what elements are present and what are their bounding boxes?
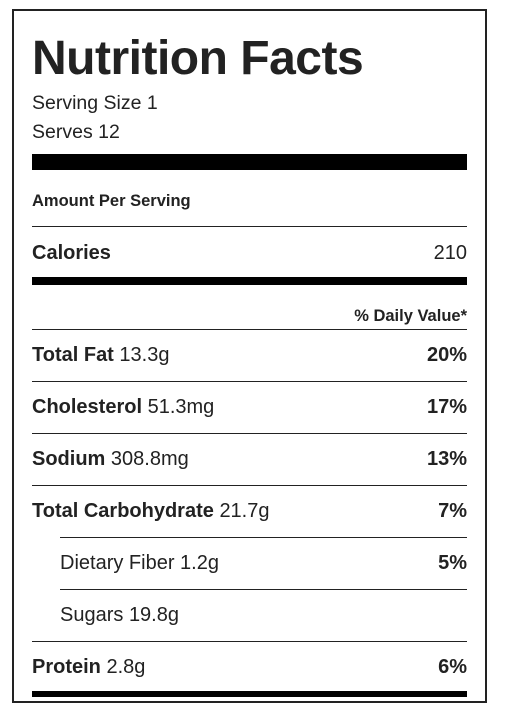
nutrient-row-protein: Protein 2.8g 6%: [32, 652, 467, 682]
nutrient-name: Total Fat: [32, 344, 120, 366]
label-title: Nutrition Facts: [32, 32, 364, 85]
amount-per-serving: Amount Per Serving: [32, 192, 191, 210]
nutrient-row-sodium: Sodium 308.8mg 13%: [32, 444, 467, 474]
nutrition-facts-label: Nutrition Facts Serving Size 1 Serves 12…: [12, 9, 487, 703]
nutrient-name: Sugars: [60, 604, 129, 626]
nutrient-amount: 19.8g: [128, 604, 179, 626]
nutrient-percent: 7%: [438, 500, 467, 522]
divider: [60, 537, 467, 538]
nutrient-percent: 17%: [426, 396, 467, 418]
calories-value: 210: [433, 242, 467, 264]
nutrient-name: Sodium: [32, 448, 111, 470]
nutrient-name: Protein: [32, 656, 107, 678]
divider: [32, 433, 467, 434]
nutrient-row-total-fat: Total Fat 13.3g 20%: [32, 340, 467, 370]
nutrient-amount: 1.2g: [180, 552, 219, 574]
nutrient-percent: 5%: [438, 552, 467, 574]
thick-divider-bottom: [32, 691, 467, 697]
label-content: Nutrition Facts Serving Size 1 Serves 12…: [32, 11, 467, 701]
nutrient-amount: 13.3g: [119, 344, 170, 366]
divider: [32, 381, 467, 382]
thick-divider-top: [32, 154, 467, 170]
servings-count: Serves 12: [32, 121, 120, 143]
nutrient-percent: 13%: [426, 448, 467, 470]
divider: [32, 329, 467, 330]
calories-label: Calories: [32, 242, 111, 264]
nutrient-name: Total Carbohydrate: [32, 500, 220, 522]
divider: [32, 485, 467, 486]
serving-size: Serving Size 1: [32, 92, 158, 114]
nutrient-amount: 2.8g: [106, 656, 146, 678]
divider: [32, 226, 467, 227]
nutrient-amount: 51.3mg: [147, 396, 215, 418]
nutrient-name: Cholesterol: [32, 396, 148, 418]
calories-row: Calories 210: [32, 238, 467, 268]
nutrient-amount: 21.7g: [219, 500, 270, 522]
divider: [60, 589, 467, 590]
nutrient-percent: 6%: [438, 656, 467, 678]
nutrient-percent: 20%: [426, 344, 467, 366]
nutrient-name: Dietary Fiber: [60, 552, 181, 574]
nutrient-row-dietary-fiber: Dietary Fiber 1.2g 5%: [60, 548, 467, 578]
nutrient-row-cholesterol: Cholesterol 51.3mg 17%: [32, 392, 467, 422]
divider: [32, 641, 467, 642]
daily-value-header: % Daily Value*: [354, 307, 467, 325]
medium-divider: [32, 277, 467, 285]
nutrient-row-sugars: Sugars 19.8g: [60, 600, 467, 630]
nutrient-amount: 308.8mg: [110, 448, 189, 470]
nutrient-row-total-carbohydrate: Total Carbohydrate 21.7g 7%: [32, 496, 467, 526]
